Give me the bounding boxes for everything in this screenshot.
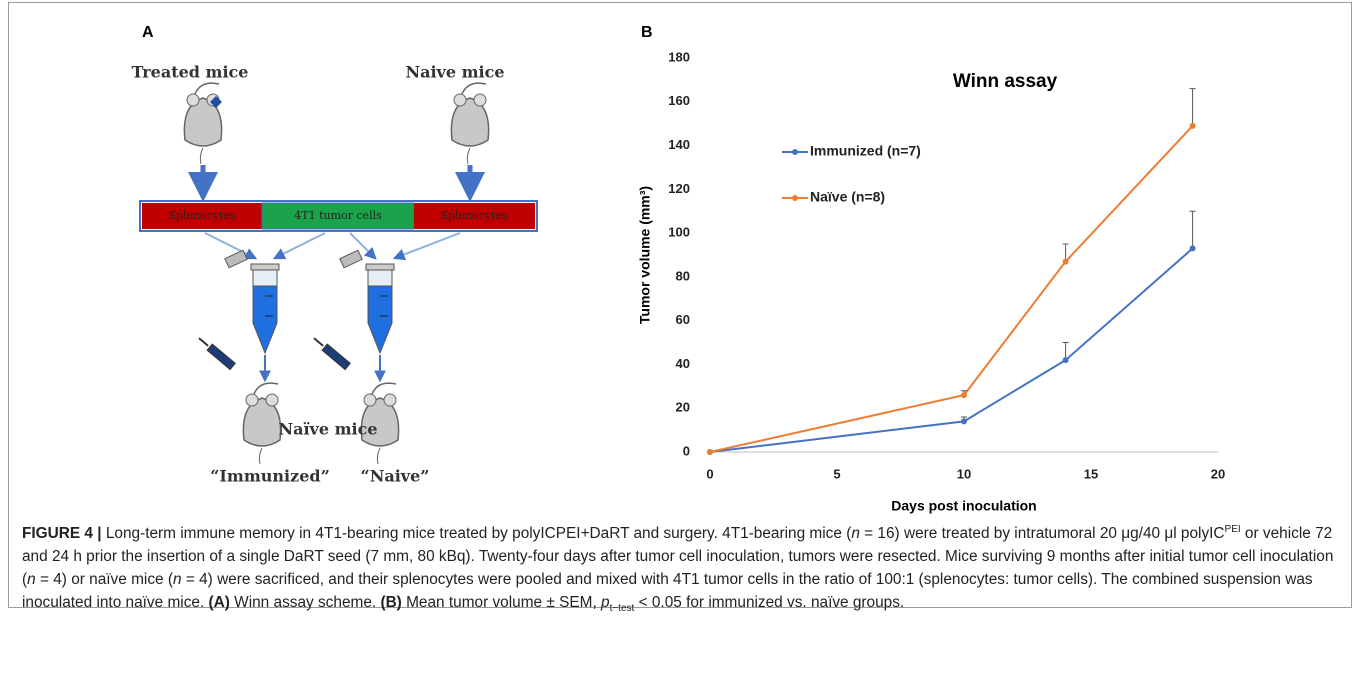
mouse-icon (183, 82, 223, 165)
tube-icon (365, 263, 395, 354)
caption-run: n (851, 525, 860, 542)
y-tick-label: 0 (683, 443, 690, 458)
data-point (1062, 357, 1069, 364)
legend-marker (792, 149, 798, 155)
x-tick-label: 15 (1084, 466, 1098, 481)
caption-run: = 16) were treated by intratumoral 20 μg… (859, 525, 1225, 542)
group-label: “Naive” (361, 467, 430, 486)
y-tick-label: 160 (668, 93, 690, 108)
error-bar (1189, 210, 1196, 249)
data-point (707, 449, 713, 455)
caption-run: (A) (208, 594, 230, 611)
recipients-label: Naïve mice (278, 420, 377, 439)
pipette (224, 249, 248, 269)
caption-run: = 4) were sacrificed, and their splenocy… (22, 571, 1313, 611)
pipette (339, 249, 363, 269)
caption-run: < 0.05 for immunized vs. naïve groups. (634, 594, 905, 611)
y-tick-label: 100 (668, 225, 690, 240)
y-axis-label: Tumor volume (mm³) (637, 186, 653, 324)
data-point (1189, 122, 1196, 129)
figure: A Treated mice Naive mice Splenocytes 4T… (132, 24, 1226, 514)
data-point (1062, 258, 1069, 265)
caption-run: (B) (380, 594, 402, 611)
legend-label: Naïve (n=8) (810, 189, 885, 205)
y-tick-label: 20 (676, 400, 690, 415)
caption-run: or vehicle 72 and 24 h prior the inserti… (22, 525, 1334, 588)
mouse-icon (450, 82, 490, 165)
caption-run: Long-term immune memory in 4T1-bearing m… (101, 525, 852, 542)
syringe-icon (312, 337, 352, 371)
y-tick-label: 40 (676, 356, 690, 371)
segment (414, 203, 535, 229)
data-point (961, 392, 967, 399)
caption-run: n (27, 571, 36, 588)
segment (142, 203, 262, 229)
y-tick-label: 140 (668, 137, 690, 152)
data-point (961, 418, 967, 425)
error-bar (1189, 88, 1196, 126)
legend-label: Immunized (n=7) (810, 143, 921, 159)
naive-label: Naive mice (405, 63, 504, 82)
group-label: “Immunized” (210, 467, 330, 486)
caption: FIGURE 4 | Long-term immune memory in 4T… (22, 522, 1340, 614)
panel-label: A (142, 24, 154, 41)
x-axis-label: Days post inoculation (891, 498, 1036, 514)
x-tick-label: 0 (706, 466, 713, 481)
x-tick-label: 20 (1211, 466, 1225, 481)
mouse-icon (242, 382, 282, 465)
tumor-icon (210, 96, 222, 108)
segment (261, 202, 415, 230)
y-tick-label: 180 (668, 49, 690, 64)
legend-marker (792, 195, 798, 201)
data-point (1189, 245, 1196, 252)
figure-frame (8, 2, 1352, 608)
x-tick-label: 5 (833, 466, 840, 481)
segment-label: Splenocytes (440, 209, 508, 222)
segment-label: 4T1 tumor cells (294, 209, 382, 222)
y-tick-label: 60 (676, 312, 690, 327)
syringe-icon (197, 337, 237, 371)
caption-run: Winn assay scheme. (229, 594, 381, 611)
caption-run: = 4) or naïve mice ( (35, 571, 173, 588)
chart-title: Winn assay (953, 71, 1058, 92)
caption-run: PEI (1224, 523, 1241, 535)
sample-bar (139, 200, 538, 232)
caption-run: Mean tumor volume ± SEM, (401, 594, 601, 611)
caption-run: t−test (609, 603, 635, 615)
arrows (204, 232, 461, 261)
x-tick-label: 10 (957, 466, 971, 481)
caption-run: FIGURE 4 | (22, 525, 102, 542)
caption-run: n (173, 571, 182, 588)
y-tick-label: 120 (668, 181, 690, 196)
panel-label: B (641, 24, 653, 41)
y-tick-label: 80 (676, 268, 690, 283)
tube-icon (250, 263, 280, 354)
series-line (709, 125, 1194, 453)
segment-label: Splenocytes (168, 209, 236, 222)
treated-label: Treated mice (132, 63, 249, 82)
caption-run: p (601, 594, 610, 611)
series-line (709, 247, 1194, 453)
